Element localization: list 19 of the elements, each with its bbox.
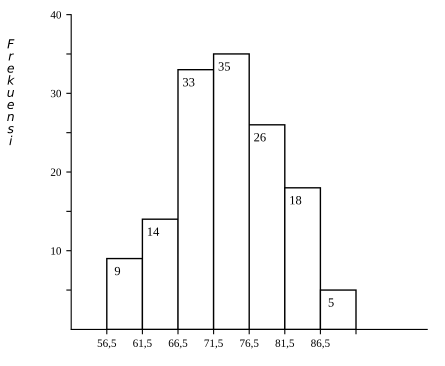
x-tick-label: 76,5	[240, 339, 258, 349]
data-label: 18	[290, 196, 302, 204]
x-tick-label: 86,5	[311, 339, 330, 349]
data-label: 35	[218, 62, 230, 71]
y-tick-label: 30	[50, 90, 62, 98]
data-label: 33	[183, 78, 194, 86]
data-label: 9	[114, 266, 120, 276]
data-label: 5	[328, 298, 334, 307]
y-tick-label: 40	[50, 11, 62, 19]
x-tick-label: 66,5	[168, 339, 188, 349]
x-tick-label: 71,5	[204, 339, 223, 349]
y-tick-label: 10	[51, 247, 62, 255]
x-tick-label: 61,5	[133, 339, 152, 349]
data-label: 14	[148, 228, 160, 236]
text: Frekuensi	[7, 39, 15, 146]
x-tick-label: 56,5	[98, 339, 116, 349]
y-tick-label: 20	[50, 168, 62, 176]
x-tick-label: 81,5	[276, 339, 294, 349]
data-label: 26	[254, 133, 266, 142]
